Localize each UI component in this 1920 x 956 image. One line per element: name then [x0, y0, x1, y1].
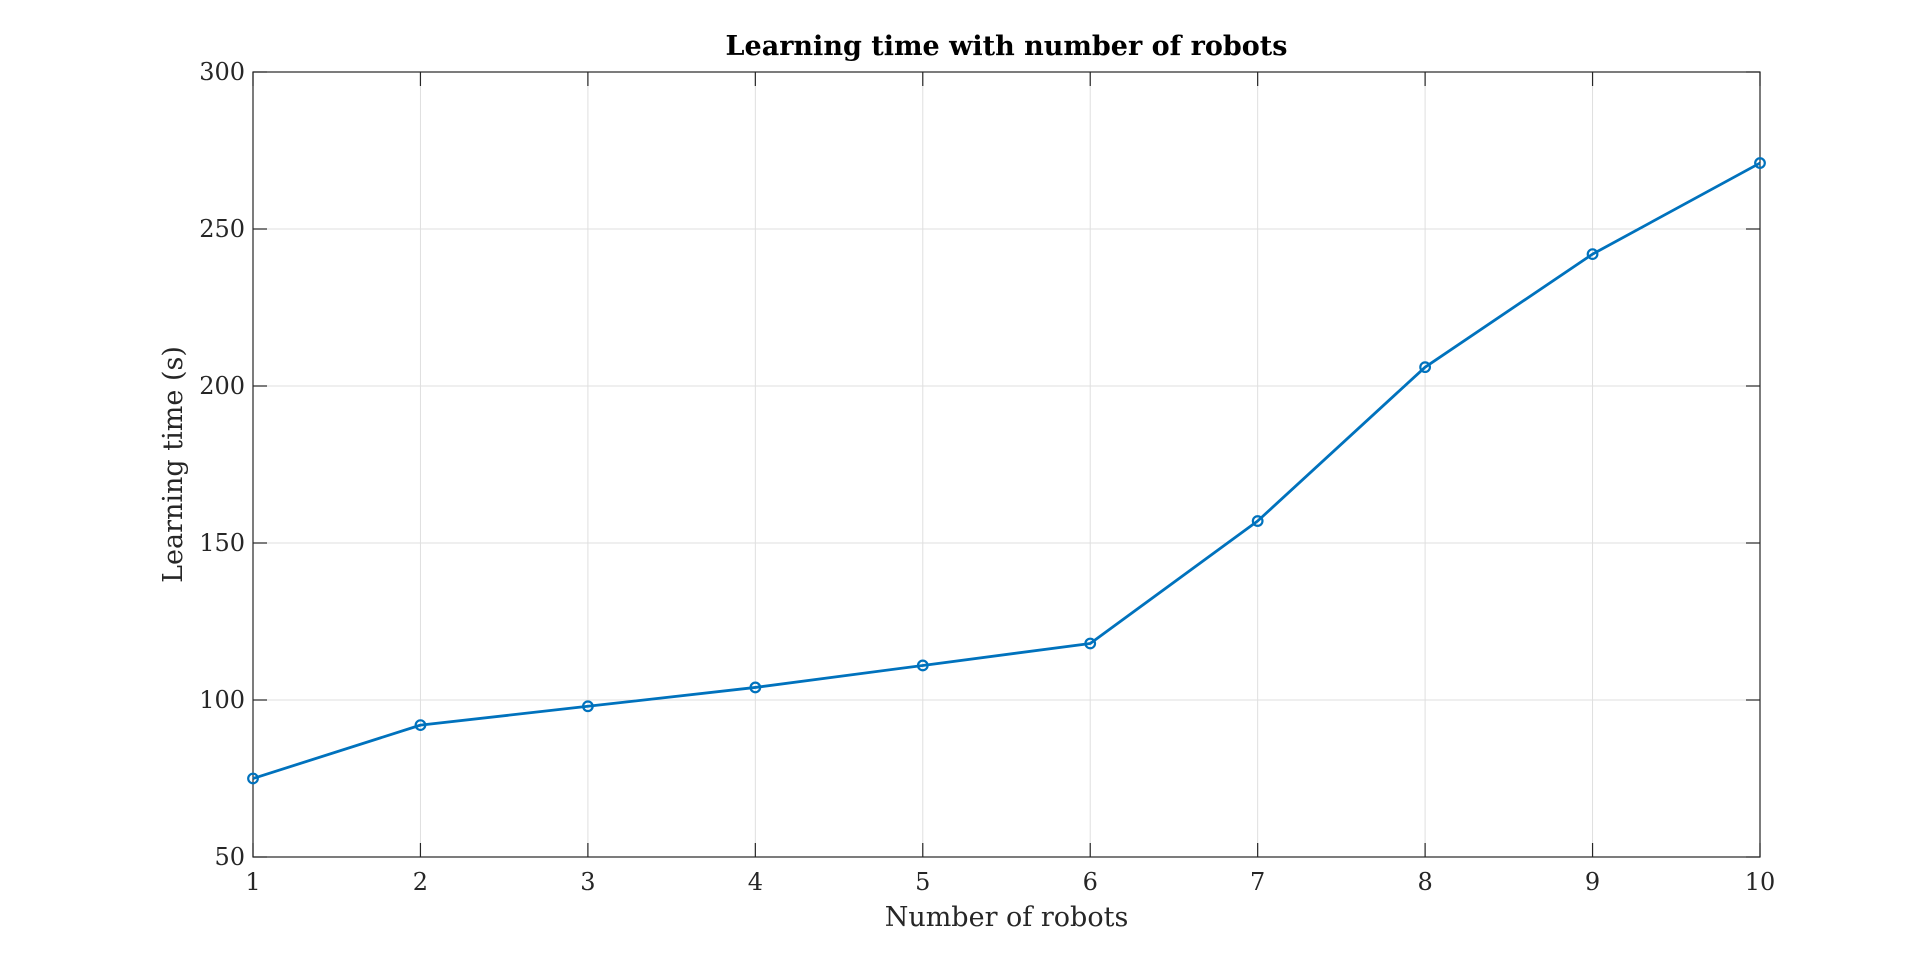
- series-layer: [247, 157, 1766, 785]
- data-point: [414, 719, 427, 732]
- data-point: [1084, 637, 1097, 650]
- data-point: [916, 659, 929, 672]
- y-tick-labels: 50 100 150 200 250 300: [199, 58, 245, 871]
- x-axis-label: Number of robots: [885, 902, 1129, 933]
- chart-title: Learning time with number of robots: [726, 31, 1288, 62]
- x-tick-label: 7: [1250, 868, 1265, 896]
- data-point: [1754, 157, 1766, 169]
- y-tick-label: 300: [199, 58, 245, 86]
- y-tick-label: 150: [199, 529, 245, 557]
- plot-area-frame: [252, 71, 1761, 858]
- x-tick-label: 2: [413, 868, 428, 896]
- x-tick-label: 10: [1745, 868, 1776, 896]
- x-tick-label: 6: [1083, 868, 1098, 896]
- y-tick-label: 100: [199, 686, 245, 714]
- x-tick-label: 3: [580, 868, 595, 896]
- x-tick-label: 4: [748, 868, 763, 896]
- tick-marks: [252, 71, 1761, 858]
- data-point: [581, 700, 594, 713]
- x-tick-label: 8: [1417, 868, 1432, 896]
- x-tick-label: 5: [915, 868, 930, 896]
- x-tick-labels: 1 2 3 4 5 6 7 8 9 10: [245, 868, 1775, 896]
- y-tick-label: 50: [214, 843, 245, 871]
- y-tick-label: 250: [199, 215, 245, 243]
- data-point: [749, 681, 762, 694]
- data-point: [1419, 361, 1432, 374]
- x-tick-label: 9: [1585, 868, 1600, 896]
- y-axis-label: Learning time (s): [158, 346, 189, 583]
- data-point: [247, 772, 259, 785]
- grid-lines: [252, 71, 1761, 858]
- y-tick-label: 200: [199, 372, 245, 400]
- data-point: [1251, 515, 1264, 527]
- series-line: [252, 161, 1761, 780]
- x-tick-label: 1: [245, 868, 260, 896]
- data-point: [1586, 248, 1599, 261]
